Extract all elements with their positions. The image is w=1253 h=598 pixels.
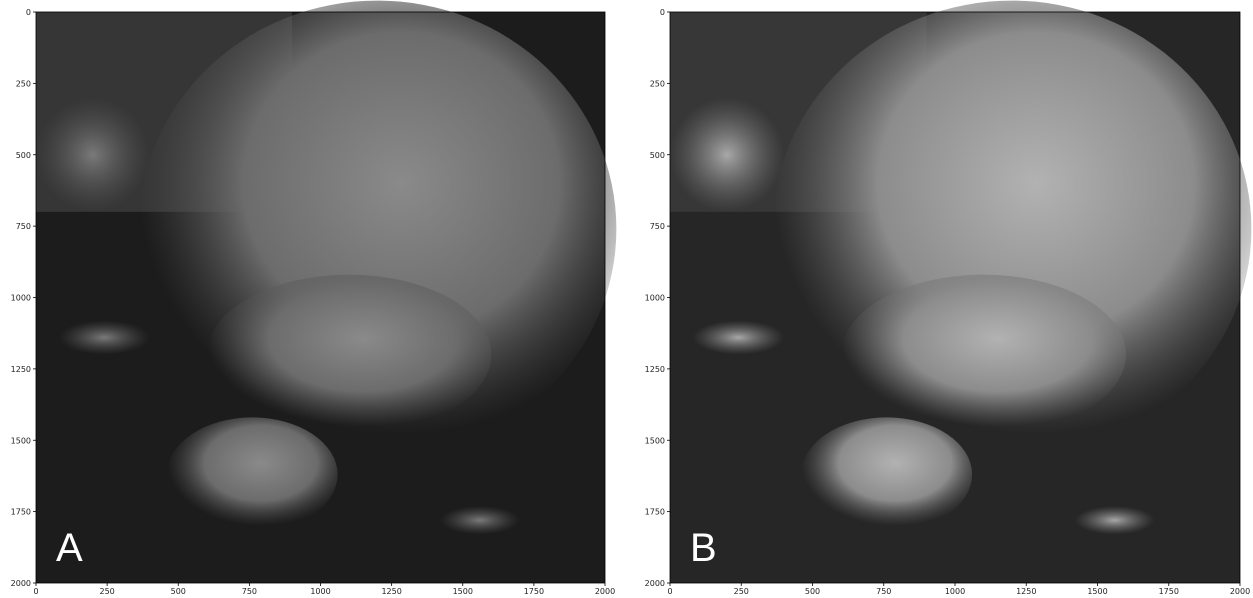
x-tick-label: 1500	[1087, 587, 1107, 596]
x-tick-label: 1000	[945, 587, 965, 596]
cloud-lobe	[207, 275, 492, 435]
x-tick-label: 0	[33, 587, 38, 596]
cloud-small	[440, 506, 520, 535]
x-tick-label: 750	[876, 587, 891, 596]
y-tick-label: 1250	[645, 365, 665, 374]
y-tick-label: 500	[16, 151, 31, 160]
x-tick-label: 2000	[1230, 587, 1250, 596]
cloud-patch	[693, 320, 784, 354]
y-tick-label: 1750	[645, 508, 665, 517]
cloud-south	[801, 417, 972, 531]
cloud-lobe	[841, 275, 1126, 435]
y-tick-label: 1500	[11, 436, 31, 445]
y-tick-label: 2000	[645, 579, 665, 588]
x-tick-label: 1250	[1016, 587, 1036, 596]
x-tick-label: 2000	[595, 587, 615, 596]
x-tick-label: 500	[171, 587, 186, 596]
cloud-south	[167, 417, 338, 531]
x-tick-label: 1250	[381, 587, 401, 596]
y-tick-label: 250	[16, 79, 31, 88]
cloud-west	[670, 98, 784, 212]
x-tick-label: 1000	[310, 587, 330, 596]
cloud-patch	[59, 320, 150, 354]
y-tick-label: 0	[660, 8, 665, 17]
y-tick-label: 1000	[645, 294, 665, 303]
x-tick-label: 500	[805, 587, 820, 596]
y-tick-label: 500	[650, 151, 665, 160]
panel-label: B	[690, 526, 717, 570]
x-tick-label: 250	[734, 587, 749, 596]
y-tick-label: 1000	[11, 294, 31, 303]
y-tick-label: 250	[650, 79, 665, 88]
cloud-west	[36, 98, 150, 212]
figure: 0250500750100012501500175020000250500750…	[0, 0, 1253, 598]
y-tick-label: 1250	[11, 365, 31, 374]
y-tick-label: 0	[26, 8, 31, 17]
x-tick-label: 750	[242, 587, 257, 596]
x-tick-label: 1500	[453, 587, 473, 596]
x-tick-label: 1750	[524, 587, 544, 596]
y-tick-label: 2000	[11, 579, 31, 588]
x-tick-label: 250	[99, 587, 114, 596]
y-tick-label: 750	[650, 222, 665, 231]
y-tick-label: 1500	[645, 436, 665, 445]
x-tick-label: 1750	[1159, 587, 1179, 596]
cloud-small	[1075, 506, 1155, 535]
y-tick-label: 1750	[11, 508, 31, 517]
panel-label: A	[56, 526, 83, 570]
x-tick-label: 0	[667, 587, 672, 596]
y-tick-label: 750	[16, 222, 31, 231]
